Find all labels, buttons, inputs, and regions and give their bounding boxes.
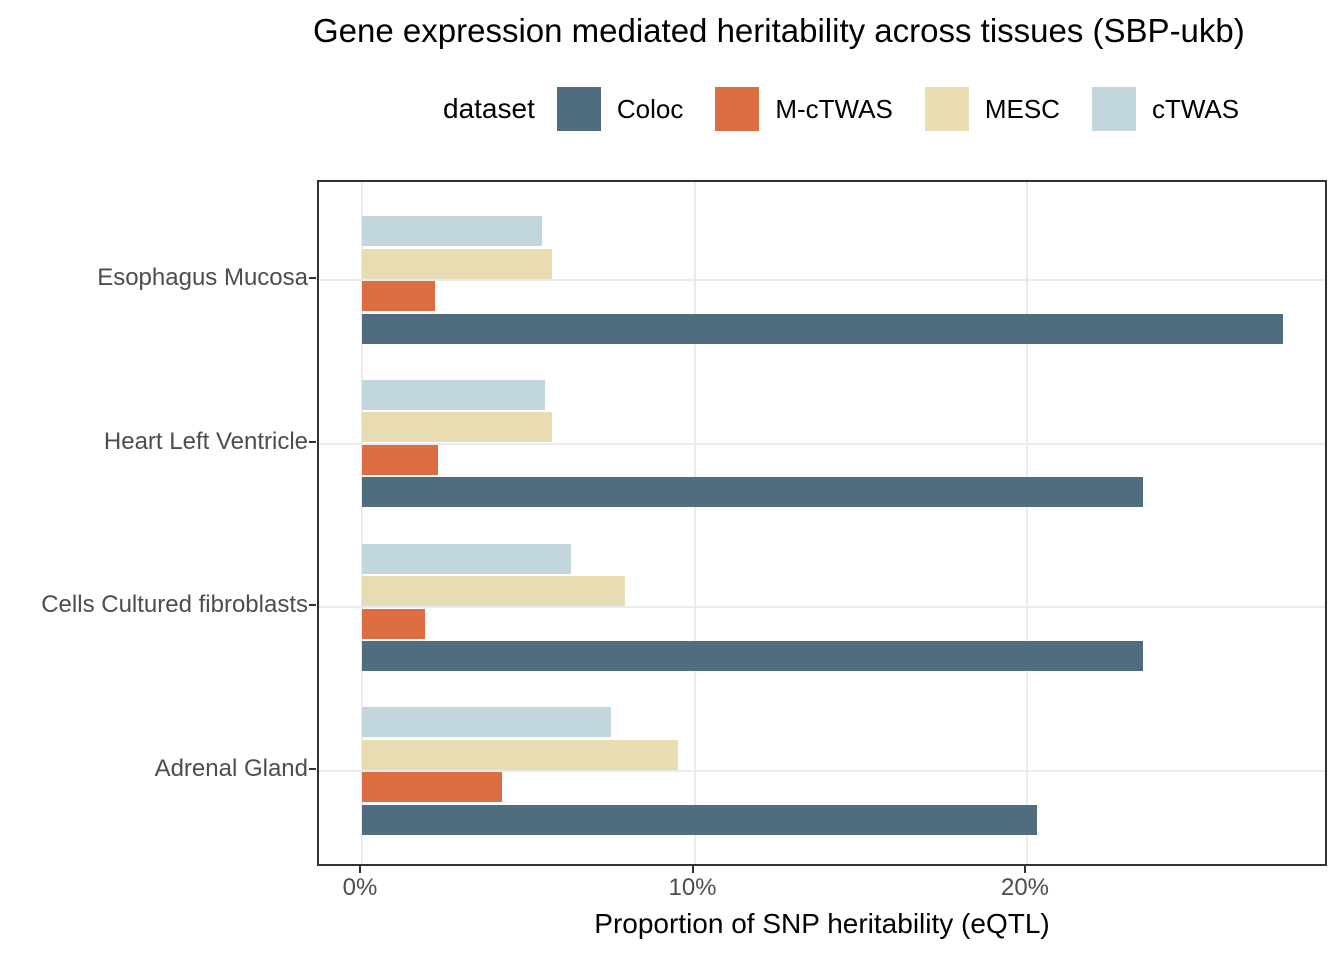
bar-coloc-heart-left-ventricle: [362, 477, 1144, 508]
gridline-y-esophagus-mucosa: [319, 279, 1325, 281]
mctwas-swatch-icon: [715, 87, 760, 131]
y-axis-label-esophagus-mucosa: Esophagus Mucosa: [97, 264, 308, 291]
bar-ctwas-adrenal-gland: [362, 707, 612, 738]
y-axis-tick-adrenal-gland: [309, 768, 316, 770]
legend-item-ctwas: cTWAS: [1091, 87, 1240, 131]
y-axis-label-cells-cultured-fibroblasts: Cells Cultured fibroblasts: [41, 591, 308, 619]
x-axis-tick-label-10-: 10%: [668, 874, 717, 901]
gridline-y-adrenal-gland: [319, 770, 1325, 772]
bar-coloc-esophagus-mucosa: [362, 313, 1284, 344]
gridline-y-heart-left-ventricle: [319, 442, 1325, 445]
bar-m-ctwas-adrenal-gland: [362, 772, 502, 803]
legend-label-coloc: Coloc: [616, 93, 684, 124]
legend-label-ctwas: cTWAS: [1151, 93, 1240, 124]
plot-panel: [317, 180, 1327, 866]
bar-mesc-esophagus-mucosa: [362, 248, 552, 279]
x-axis-tick-0-: [359, 866, 361, 873]
legend-title: dataset: [443, 93, 535, 124]
gridline-x-10-: [693, 182, 696, 864]
legend: dataset Coloc M-cTWAS MESC cTWAS: [443, 85, 1271, 133]
coloc-swatch-icon: [556, 87, 601, 131]
mesc-swatch-icon: [924, 87, 969, 131]
legend-label-mctwas: M-cTWAS: [775, 93, 893, 124]
y-axis-tick-heart-left-ventricle: [309, 440, 316, 443]
legend-item-coloc: Coloc: [556, 87, 684, 131]
y-axis-label-adrenal-gland: Adrenal Gland: [154, 755, 308, 782]
x-axis-tick-label-0-: 0%: [342, 874, 378, 901]
x-axis-tick-20-: [1024, 866, 1026, 873]
chart-title: Gene expression mediated heritability ac…: [313, 12, 1245, 49]
bar-mesc-adrenal-gland: [362, 739, 678, 770]
bar-coloc-adrenal-gland: [362, 804, 1037, 835]
bar-m-ctwas-esophagus-mucosa: [362, 281, 436, 312]
gridline-y-cells-cultured-fibroblasts: [319, 606, 1325, 609]
legend-item-mctwas: M-cTWAS: [715, 87, 893, 131]
y-axis-label-heart-left-ventricle: Heart Left Ventricle: [103, 427, 308, 455]
x-axis-tick-10-: [691, 866, 694, 873]
y-axis-tick-cells-cultured-fibroblasts: [309, 604, 316, 607]
legend-item-mesc: MESC: [924, 87, 1060, 131]
legend-label-mesc: MESC: [984, 93, 1060, 124]
bar-mesc-cells-cultured-fibroblasts: [362, 576, 625, 607]
bar-ctwas-heart-left-ventricle: [362, 379, 545, 410]
x-axis-tick-label-20-: 20%: [1000, 874, 1050, 901]
gridline-x-0-: [361, 182, 363, 864]
bar-ctwas-esophagus-mucosa: [362, 216, 542, 247]
bar-mesc-heart-left-ventricle: [362, 412, 552, 443]
bar-m-ctwas-cells-cultured-fibroblasts: [362, 608, 426, 639]
bar-m-ctwas-heart-left-ventricle: [362, 444, 439, 475]
gridline-x-20-: [1026, 182, 1028, 864]
bar-ctwas-cells-cultured-fibroblasts: [362, 543, 572, 574]
bar-coloc-cells-cultured-fibroblasts: [362, 641, 1144, 672]
ctwas-swatch-icon: [1091, 87, 1136, 131]
y-axis-tick-esophagus-mucosa: [309, 277, 316, 279]
x-axis-title: Proportion of SNP heritability (eQTL): [594, 908, 1050, 939]
